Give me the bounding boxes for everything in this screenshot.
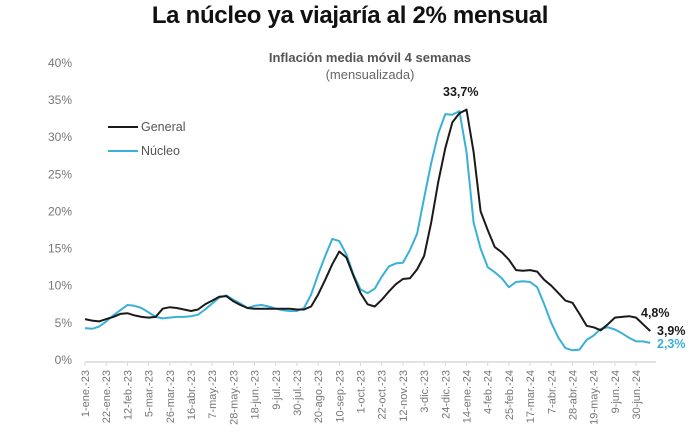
- x-tick-label: 12-feb.-23: [122, 370, 134, 420]
- x-tick-label: 5-mar.-23: [144, 370, 156, 417]
- x-tick-label: 30-jun.-24: [631, 370, 643, 420]
- x-tick-label: 22-ene.-23: [101, 370, 113, 423]
- x-tick-label: 26-mar.-23: [165, 370, 177, 423]
- x-tick-label: 9-jun.-24: [610, 370, 622, 413]
- y-axis: 0% 5% 10% 15% 20% 25% 30% 35% 40%: [48, 56, 72, 367]
- y-tick-label: 30%: [48, 130, 72, 144]
- series-line-general: [84, 108, 651, 332]
- x-tick-label: 20-ago.-23: [313, 370, 325, 423]
- legend-label-general: General: [141, 120, 185, 134]
- general-end-label: 3,9%: [657, 324, 686, 338]
- y-tick-label: 35%: [48, 93, 72, 107]
- annotations: 33,7% 4,8% 3,9% 2,3%: [443, 85, 686, 351]
- x-tick-label: 19-may.-24: [589, 370, 601, 425]
- series-lines: [84, 108, 651, 352]
- x-tick-label: 16-abr.-23: [186, 370, 198, 420]
- y-tick-label: 40%: [48, 56, 72, 70]
- x-tick-label: 12-nov.-23: [398, 370, 410, 422]
- x-tick-label: 25-feb.-24: [504, 370, 516, 420]
- legend: General Núcleo: [108, 120, 185, 158]
- y-tick-label: 15%: [48, 242, 72, 256]
- y-tick-label: 10%: [48, 279, 72, 293]
- x-tick-label: 30-jul.-23: [292, 370, 304, 416]
- x-tick-label: 4-feb.-24: [483, 370, 495, 414]
- x-tick-label: 24-dic.-23: [440, 370, 452, 419]
- chart-subtitle: (mensualizada): [325, 67, 415, 82]
- y-tick-label: 5%: [55, 316, 73, 330]
- series-line-nucleo: [84, 110, 651, 352]
- y-tick-label: 20%: [48, 204, 72, 218]
- x-tick-label: 10-sep.-23: [334, 370, 346, 423]
- nucleo-end-label: 2,3%: [657, 337, 686, 351]
- x-tick-label: 9-jul.-23: [271, 370, 283, 410]
- x-tick-label: 14-ene.-24: [462, 370, 474, 423]
- chart-title: Inflación media móvil 4 semanas: [268, 50, 472, 65]
- x-tick-label: 28-abr.-24: [567, 370, 579, 420]
- x-tick-label: 1-ene.-23: [80, 370, 92, 417]
- y-tick-label: 0%: [55, 353, 73, 367]
- x-axis: 1-ene.-23 22-ene.-23 12-feb.-23 5-mar.-23 26…: [80, 362, 643, 425]
- x-tick-label: 18-jun.-23: [250, 370, 262, 420]
- peak-label: 33,7%: [443, 85, 478, 99]
- page-title: La núcleo ya viajaría al 2% mensual: [151, 2, 549, 29]
- x-tick-label: 28-may.-23: [228, 370, 240, 425]
- x-tick-label: 1-oct.-23: [356, 370, 368, 413]
- general-june-label: 4,8%: [641, 306, 670, 320]
- x-tick-label: 7-abr.-24: [546, 370, 558, 414]
- x-tick-label: 3-dic.-23: [419, 370, 431, 413]
- x-tick-label: 22-oct.-23: [377, 370, 389, 420]
- y-tick-label: 25%: [48, 167, 72, 181]
- x-tick-label: 7-may.-23: [207, 370, 219, 419]
- x-tick-label: 17-mar.-24: [525, 370, 537, 423]
- legend-label-nucleo: Núcleo: [141, 144, 180, 158]
